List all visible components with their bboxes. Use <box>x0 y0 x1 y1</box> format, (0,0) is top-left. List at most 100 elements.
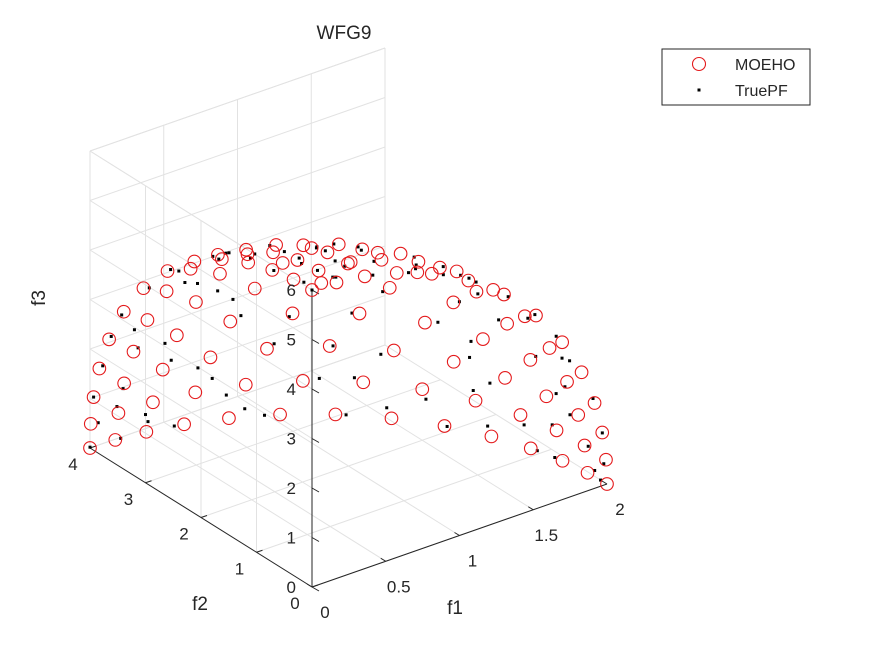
truepf-point <box>486 424 490 428</box>
moeho-point <box>86 390 101 404</box>
truepf-point <box>381 290 385 294</box>
grid-line <box>89 299 313 439</box>
moeho-point <box>418 315 432 330</box>
moeho-point <box>370 245 385 260</box>
grid-line <box>89 200 313 340</box>
grid-line <box>89 295 386 399</box>
moeho-point <box>539 389 554 404</box>
grid-line <box>89 398 313 538</box>
grid-line <box>256 448 552 553</box>
moeho-point <box>461 273 476 288</box>
moeho-point <box>476 332 490 346</box>
truepf-point <box>593 468 597 472</box>
z-tick-label: 5 <box>287 331 296 350</box>
truepf-point <box>121 387 125 391</box>
truepf-point <box>522 423 526 427</box>
moeho-point <box>102 332 116 347</box>
moeho-point <box>437 419 452 433</box>
y-tick <box>311 584 319 588</box>
truepf-point <box>302 280 306 284</box>
legend-box <box>661 48 811 106</box>
moeho-point <box>265 263 280 277</box>
z-axis-label: f3 <box>29 290 50 306</box>
y-axis-label: f2 <box>192 594 208 615</box>
z-tick-label: 4 <box>287 380 296 399</box>
moeho-point <box>214 252 229 266</box>
z-tick <box>311 438 320 443</box>
truepf-point <box>144 413 148 417</box>
truepf-point <box>132 328 136 332</box>
grid-line <box>145 379 441 484</box>
box-edge <box>89 150 313 291</box>
x-tick <box>306 583 313 588</box>
moeho-point <box>269 238 283 252</box>
truepf-point <box>602 462 606 466</box>
moeho-point <box>285 306 300 321</box>
z-tick-label: 6 <box>287 281 296 300</box>
truepf-point <box>96 421 100 425</box>
x-tick-label: 1.5 <box>534 526 558 545</box>
truepf-point <box>467 276 471 280</box>
truepf-point <box>526 316 530 320</box>
moeho-point <box>183 261 198 276</box>
truepf-point <box>109 334 113 338</box>
moeho-point <box>382 280 397 295</box>
moeho-point <box>238 377 253 392</box>
truepf-point <box>101 364 105 368</box>
legend-marker-moeho <box>691 56 707 72</box>
moeho-point <box>126 344 141 359</box>
truepf-point <box>554 392 558 396</box>
moeho-point <box>260 341 274 356</box>
z-tick <box>311 537 320 542</box>
y-tick-label: 1 <box>235 559 244 578</box>
legend-marker-truepf <box>697 88 701 92</box>
moeho-point <box>498 371 512 385</box>
moeho-point <box>577 438 592 453</box>
truepf-point <box>350 311 354 315</box>
chart-title: WFG9 <box>317 23 372 44</box>
legend-label-moeho: MOEHO <box>735 57 795 74</box>
moeho-point <box>555 335 570 350</box>
truepf-point <box>120 313 124 317</box>
truepf-point <box>379 352 383 356</box>
moeho-point <box>159 284 174 299</box>
moeho-point <box>468 393 483 408</box>
truepf-point <box>146 420 150 424</box>
truepf-point <box>333 259 337 263</box>
moeho-point <box>146 395 160 410</box>
moeho-point <box>296 374 310 388</box>
truepf-point <box>315 268 319 272</box>
truepf-point <box>535 449 539 453</box>
truepf-point <box>550 423 554 427</box>
moeho-point <box>331 237 346 252</box>
x-tick-label: 1 <box>468 552 477 571</box>
moeho-point <box>469 284 484 299</box>
truepf-point <box>436 320 440 324</box>
moeho-point <box>155 362 170 377</box>
moeho-point <box>223 314 238 329</box>
moeho-point <box>446 354 461 369</box>
moeho-point <box>211 247 225 262</box>
z-tick-label: 0 <box>287 578 296 597</box>
truepf-point <box>334 275 338 279</box>
truepf-point <box>414 267 418 271</box>
truepf-point <box>231 297 235 301</box>
truepf-point <box>243 407 247 411</box>
moeho-point <box>500 316 514 331</box>
moeho-point <box>560 375 574 389</box>
z-tick-label: 3 <box>287 430 296 449</box>
moeho-point <box>322 339 337 353</box>
box-edge <box>89 47 386 152</box>
truepf-point <box>196 281 200 285</box>
moeho-point <box>108 433 123 447</box>
z-tick <box>311 339 320 344</box>
x-tick <box>601 480 608 485</box>
truepf-point <box>272 342 276 346</box>
moeho-point <box>486 282 501 297</box>
z-tick-label: 1 <box>287 529 296 548</box>
moeho-point <box>213 266 227 281</box>
z-tick <box>311 586 320 592</box>
truepf-point <box>441 265 445 269</box>
truepf-point <box>211 254 215 258</box>
